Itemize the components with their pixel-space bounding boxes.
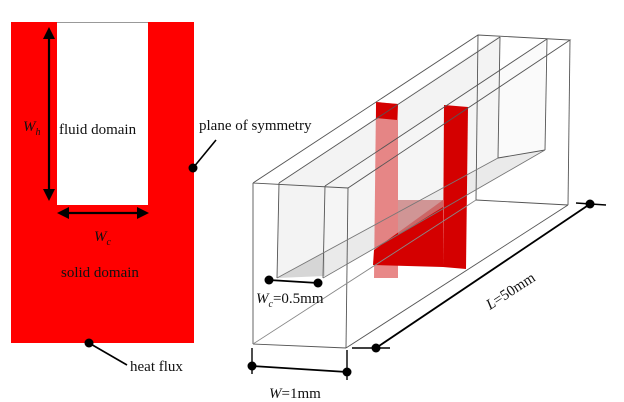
svg-text:W=1mm: W=1mm — [269, 386, 321, 402]
cross-section-2d: Wh Wc fluid domain solid domain plane of… — [11, 22, 312, 375]
heat-flux-label: heat flux — [130, 359, 183, 375]
svg-text:Wc=0.5mm: Wc=0.5mm — [256, 291, 324, 310]
solid-slice-back — [374, 102, 398, 278]
wc-3d-symbol: W — [256, 291, 270, 307]
svg-text:Wc: Wc — [94, 229, 112, 248]
w-dimension — [247, 348, 352, 380]
wh-subscript: h — [36, 127, 41, 138]
wc-3d-value: =0.5mm — [273, 291, 324, 307]
wc-symbol: W — [94, 229, 108, 245]
plane-of-symmetry-label: plane of symmetry — [199, 118, 312, 134]
solid-slice-front — [443, 105, 468, 269]
l-value: =50mm — [490, 270, 538, 309]
wh-symbol: W — [23, 119, 37, 135]
wc-3d-dimension — [264, 275, 323, 288]
wc-dimension-arrow — [57, 207, 149, 219]
fluid-domain-region — [57, 22, 148, 205]
symmetry-callout — [188, 139, 217, 173]
fluid-domain-label: fluid domain — [59, 122, 137, 138]
channel-3d-view — [252, 34, 572, 349]
solid-domain-label: solid domain — [61, 265, 139, 281]
wc-3d-subscript: c — [269, 299, 274, 310]
heat-flux-callout — [84, 338, 128, 366]
l-dimension — [352, 199, 607, 353]
svg-text:L=50mm: L=50mm — [483, 270, 539, 314]
svg-text:Wh: Wh — [23, 119, 41, 138]
wc-subscript: c — [107, 237, 112, 248]
wh-dimension-arrow — [43, 27, 55, 201]
w-symbol: W — [269, 386, 283, 402]
w-value: =1mm — [282, 386, 322, 402]
